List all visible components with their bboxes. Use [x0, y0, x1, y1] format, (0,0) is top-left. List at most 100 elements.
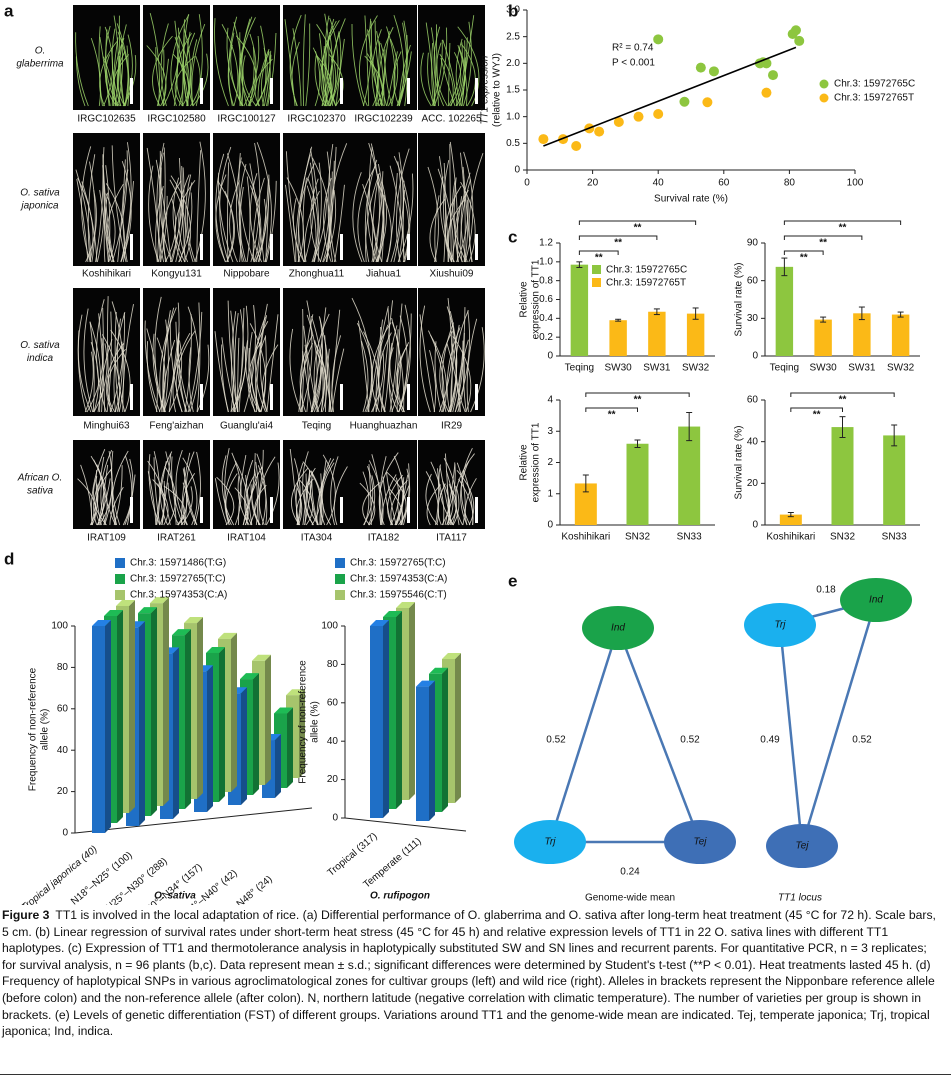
plant — [448, 42, 451, 107]
plant — [439, 176, 455, 263]
legend-swatch — [115, 574, 125, 584]
point — [790, 25, 801, 36]
plant — [182, 472, 196, 526]
plant — [326, 146, 337, 263]
y-axis-label: Survival rate (%) — [734, 263, 745, 337]
x-tick-label: SW32 — [682, 363, 710, 374]
plant — [148, 165, 160, 263]
bar-top — [172, 629, 191, 636]
plant — [358, 320, 370, 413]
plant — [117, 159, 126, 263]
plant — [397, 173, 414, 263]
legend-label: Chr.3: 15971486(T:G) — [130, 558, 226, 569]
y-tick-label: 0 — [332, 813, 338, 824]
plant — [242, 55, 257, 107]
y-axis-label: expression of TT1 — [531, 422, 542, 502]
plant — [368, 460, 384, 526]
plant — [152, 479, 169, 526]
plant — [319, 151, 331, 263]
node — [582, 606, 654, 650]
plant — [155, 47, 165, 107]
line-label: Jiahua1 — [366, 269, 401, 280]
plant — [93, 343, 108, 413]
plant — [322, 454, 336, 526]
scale-bar — [200, 384, 203, 410]
plant — [116, 23, 130, 107]
line-label: Zhonghua11 — [289, 269, 345, 280]
line-label: Koshihikari — [82, 269, 131, 280]
bar — [775, 266, 794, 356]
plant — [111, 150, 128, 263]
plant — [167, 482, 180, 526]
plant — [249, 323, 267, 413]
plant — [460, 447, 473, 526]
row-label: O. sativa — [20, 188, 60, 199]
plant — [258, 456, 276, 526]
plant — [368, 142, 384, 263]
plant — [470, 327, 485, 413]
plant — [449, 143, 452, 263]
scale-bar — [407, 78, 410, 104]
bar-top — [138, 607, 157, 614]
line-label: Huanghuazhan — [350, 421, 418, 432]
plant — [444, 464, 456, 526]
y-tick-label: 2.0 — [506, 58, 520, 69]
plant — [175, 321, 191, 413]
plant — [427, 166, 439, 263]
plant — [455, 40, 466, 107]
bar-top — [184, 617, 203, 624]
x-tick-label: SW32 — [887, 363, 915, 374]
plant — [391, 317, 405, 413]
plant — [377, 332, 392, 413]
plant — [216, 476, 235, 526]
bar — [853, 313, 871, 356]
significance-label: ** — [614, 238, 622, 249]
plant — [311, 315, 324, 413]
plant — [389, 342, 404, 413]
plant — [75, 32, 89, 107]
significance-bracket — [790, 407, 843, 412]
plant — [107, 296, 111, 413]
y-tick-label: 0 — [547, 520, 553, 531]
plant — [174, 56, 195, 107]
plant — [313, 340, 322, 413]
plant — [169, 320, 183, 413]
bar-top — [252, 654, 271, 661]
bar-side — [275, 734, 281, 798]
significance-label: ** — [813, 410, 821, 421]
y-tick-label: 20 — [747, 478, 759, 489]
plant — [192, 53, 209, 107]
x-tick-label: 0 — [524, 178, 530, 189]
plant — [175, 330, 196, 413]
plant — [438, 328, 454, 413]
axis-line — [344, 817, 467, 832]
plant — [122, 181, 134, 263]
plant — [228, 16, 238, 107]
plant — [324, 335, 331, 413]
edge-label: 0.49 — [760, 735, 780, 746]
plant — [158, 147, 166, 263]
plant — [393, 189, 406, 263]
plant — [251, 320, 269, 413]
point — [708, 66, 719, 77]
node — [514, 820, 586, 864]
x-tick-label: 80 — [784, 178, 796, 189]
plant — [375, 42, 386, 107]
panel-letter: d — [4, 549, 14, 568]
plant — [304, 471, 313, 526]
significance-bracket — [578, 235, 658, 240]
plant — [302, 14, 306, 107]
plant — [321, 462, 335, 526]
plant — [368, 475, 376, 526]
axis-line — [74, 807, 313, 834]
bar-side — [396, 611, 402, 809]
bar-top — [206, 646, 225, 653]
plant — [285, 184, 296, 263]
legend-label: Chr.3: 15975546(C:T) — [350, 590, 447, 601]
x-tick-label: SN33 — [677, 532, 702, 543]
plant — [148, 454, 161, 526]
plant — [174, 179, 196, 263]
y-tick-label: 0.6 — [539, 294, 553, 305]
plant — [448, 42, 463, 107]
scale-bar — [270, 78, 273, 104]
